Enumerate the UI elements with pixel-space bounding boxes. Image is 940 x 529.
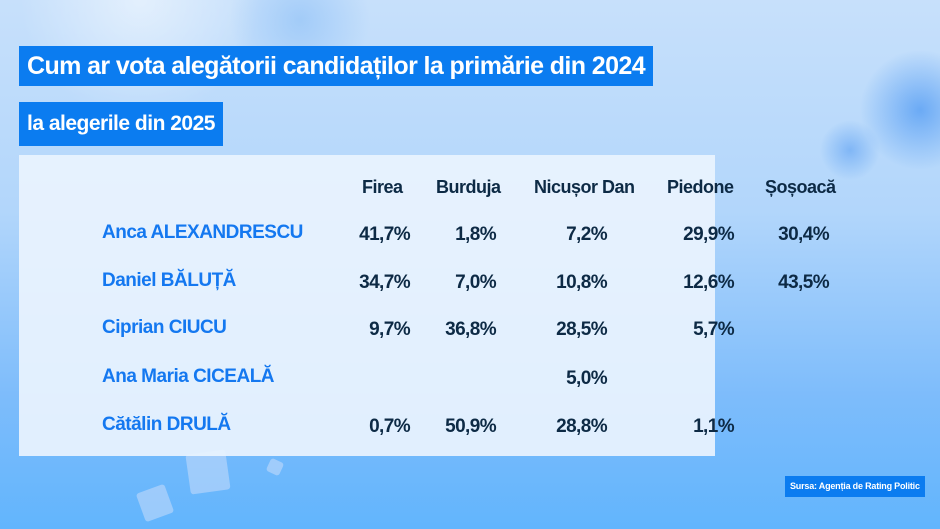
table-cell: 7,0% xyxy=(455,272,497,293)
table-cell: 9,7% xyxy=(369,319,411,340)
results-table-panel xyxy=(19,155,715,456)
column-header-nicusor-dan: Nicușor Dan xyxy=(534,177,635,197)
column-header-piedone: Piedone xyxy=(667,177,734,197)
row-label: Anca ALEXANDRESCU xyxy=(102,222,303,243)
decorative-cube xyxy=(185,449,231,495)
table-cell: 36,8% xyxy=(445,319,496,340)
table-cell: 5,0% xyxy=(566,368,608,389)
table-cell: 30,4% xyxy=(778,224,829,245)
table-cell: 7,2% xyxy=(566,224,608,245)
table-cell: 28,8% xyxy=(556,416,607,437)
column-header-burduja: Burduja xyxy=(436,177,501,197)
table-cell: 12,6% xyxy=(683,272,734,293)
table-cell: 34,7% xyxy=(359,272,410,293)
table-cell: 1,1% xyxy=(693,416,735,437)
table-cell: 0,7% xyxy=(369,416,411,437)
table-cell: 50,9% xyxy=(445,416,496,437)
table-cell: 29,9% xyxy=(683,224,734,245)
chart-title: Cum ar vota alegătorii candidaților la p… xyxy=(19,46,653,86)
table-cell: 41,7% xyxy=(359,224,410,245)
column-header-sosoaca: Șoșoacă xyxy=(765,177,836,197)
row-label: Cătălin DRULĂ xyxy=(102,414,231,435)
column-header-firea: Firea xyxy=(362,177,403,197)
row-label: Ciprian CIUCU xyxy=(102,317,227,338)
row-label: Ana Maria CICEALĂ xyxy=(102,366,275,387)
row-label: Daniel BĂLUȚĂ xyxy=(102,270,236,291)
table-cell: 1,8% xyxy=(455,224,497,245)
chart-subtitle: la alegerile din 2025 xyxy=(19,102,223,146)
source-label: Sursa: Agenția de Rating Politic xyxy=(785,476,925,497)
table-cell: 10,8% xyxy=(556,272,607,293)
table-cell: 28,5% xyxy=(556,319,607,340)
table-cell: 5,7% xyxy=(693,319,735,340)
table-cell: 43,5% xyxy=(778,272,829,293)
